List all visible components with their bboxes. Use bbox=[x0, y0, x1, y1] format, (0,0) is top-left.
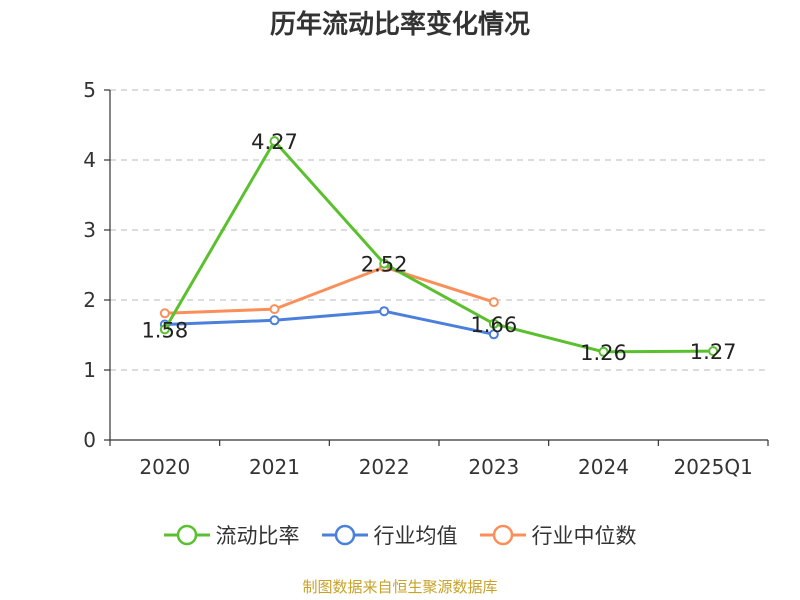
data-point bbox=[598, 346, 609, 357]
legend-swatch bbox=[321, 524, 368, 546]
legend-item[interactable]: 行业中位数 bbox=[479, 520, 637, 550]
x-tick-label: 2025Q1 bbox=[673, 455, 752, 479]
x-tick-label: 2022 bbox=[359, 455, 410, 479]
series-line bbox=[164, 265, 495, 315]
chart-legend: 流动比率 行业均值 行业中位数 bbox=[0, 520, 800, 550]
grid bbox=[110, 89, 768, 371]
y-tick-label: 3 bbox=[83, 218, 96, 242]
legend-swatch bbox=[163, 524, 210, 546]
legend-label: 行业均值 bbox=[373, 524, 458, 548]
data-label: 4.27 bbox=[251, 130, 298, 154]
data-point bbox=[269, 315, 280, 326]
legend-swatch bbox=[479, 524, 526, 546]
data-point bbox=[159, 308, 170, 319]
series bbox=[159, 136, 719, 357]
data-label: 1.26 bbox=[580, 341, 627, 365]
chart-title: 历年流动比率变化情况 bbox=[269, 10, 530, 40]
y-tick-label: 1 bbox=[83, 358, 96, 382]
legend-marker bbox=[176, 524, 197, 546]
legend-marker bbox=[334, 524, 355, 546]
legend-label: 流动比率 bbox=[215, 524, 300, 548]
series-line bbox=[164, 309, 495, 336]
data-point bbox=[708, 346, 719, 357]
data-point bbox=[269, 136, 280, 147]
data-label: 1.66 bbox=[470, 313, 517, 337]
source-note: 制图数据来自恒生聚源数据库 bbox=[302, 578, 498, 596]
x-tick-label: 2020 bbox=[139, 455, 190, 479]
data-label: 1.27 bbox=[690, 340, 737, 364]
x-tick-label: 2021 bbox=[249, 455, 300, 479]
y-tick-label: 2 bbox=[83, 288, 96, 312]
legend-label: 行业中位数 bbox=[531, 524, 637, 548]
y-tick-label: 4 bbox=[83, 148, 96, 172]
y-tick-label: 5 bbox=[83, 78, 96, 102]
series-line bbox=[163, 139, 714, 354]
data-point bbox=[159, 324, 170, 335]
data-point bbox=[379, 258, 390, 269]
data-label: 2.52 bbox=[361, 253, 408, 277]
y-tick-label: 0 bbox=[83, 428, 96, 452]
x-tick-label: 2023 bbox=[468, 455, 519, 479]
data-point bbox=[488, 297, 499, 308]
legend-item[interactable]: 行业均值 bbox=[321, 520, 458, 550]
data-labels: 1.58 4.27 2.52 1.66 1.26 1.27 bbox=[141, 130, 736, 365]
data-point bbox=[379, 306, 390, 317]
data-point bbox=[488, 329, 499, 340]
legend-marker bbox=[492, 524, 513, 546]
x-tick-label: 2024 bbox=[578, 455, 629, 479]
data-label: 1.58 bbox=[141, 318, 188, 342]
data-point bbox=[488, 318, 499, 329]
data-point bbox=[269, 304, 280, 315]
axes: 0 1 2 3 4 5 2020 2021 2022 2023 2024 2025Q1 bbox=[83, 78, 769, 479]
legend-item[interactable]: 流动比率 bbox=[163, 520, 300, 550]
